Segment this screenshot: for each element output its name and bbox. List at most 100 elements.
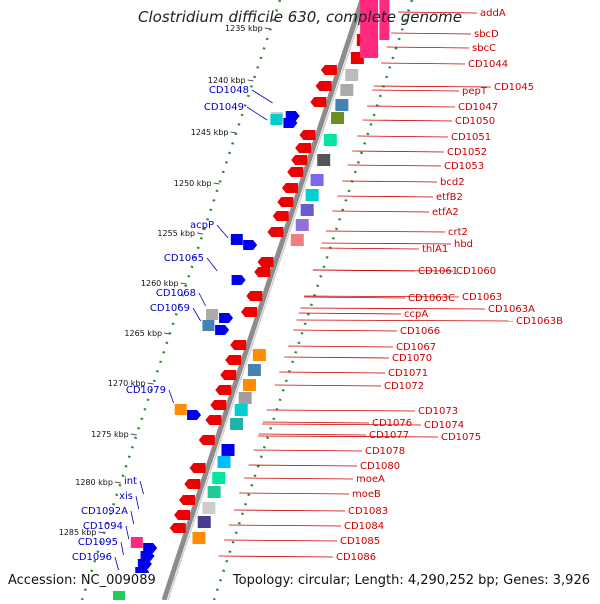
leader-line-reverse bbox=[293, 329, 398, 332]
gene-block-reverse bbox=[323, 134, 337, 146]
gene-block-forward bbox=[206, 309, 219, 320]
leader-line-reverse bbox=[274, 384, 382, 387]
gene-label-cd1044: CD1044 bbox=[468, 59, 508, 70]
kbp-tick-label: 1235 kbp bbox=[225, 24, 263, 33]
leader-line-forward bbox=[246, 106, 268, 121]
gene-label-cd1076: CD1076 bbox=[372, 418, 412, 429]
gene-arrow-reverse bbox=[315, 81, 332, 91]
leader-line-reverse bbox=[296, 319, 514, 322]
gene-label-cd1072: CD1072 bbox=[384, 381, 424, 392]
leader-line-forward bbox=[120, 541, 124, 556]
gene-label-cd1075: CD1075 bbox=[441, 432, 481, 443]
gene-block-reverse bbox=[202, 502, 216, 514]
gene-block-reverse bbox=[310, 174, 324, 186]
leader-line-reverse bbox=[342, 180, 438, 183]
gene-arrow-forward bbox=[137, 559, 152, 569]
kbp-tick-mark bbox=[264, 27, 271, 30]
gene-arrow-reverse bbox=[205, 415, 222, 425]
gene-block-reverse bbox=[221, 444, 235, 456]
leader-line-forward bbox=[130, 510, 135, 525]
leader-line-reverse bbox=[357, 135, 449, 138]
kbp-tick-mark bbox=[230, 131, 237, 134]
gene-label-cd1063a: CD1063A bbox=[488, 304, 535, 315]
gene-arrow-reverse bbox=[267, 227, 284, 237]
gene-label-cd1067: CD1067 bbox=[396, 342, 436, 353]
gene-block-reverse bbox=[230, 418, 244, 430]
leader-line-reverse bbox=[258, 433, 367, 436]
kbp-tick-label: 1280 kbp bbox=[75, 478, 113, 487]
gene-arrow-reverse bbox=[184, 479, 201, 489]
gene-block-reverse bbox=[197, 516, 211, 528]
leader-line-reverse bbox=[262, 423, 422, 426]
gene-label-ccpa: ccpA bbox=[404, 309, 428, 320]
gene-label-cd1073: CD1073 bbox=[418, 406, 458, 417]
gene-arrow-reverse bbox=[272, 211, 289, 221]
kbp-tick-label: 1285 kbp bbox=[59, 528, 97, 537]
gene-block-reverse bbox=[317, 154, 331, 166]
kbp-tick-mark bbox=[114, 481, 122, 484]
gene-label-cd1085: CD1085 bbox=[340, 536, 380, 547]
gene-block-reverse bbox=[340, 84, 354, 96]
leader-line-forward bbox=[192, 307, 202, 322]
gene-block-forward bbox=[130, 537, 143, 548]
gene-block-reverse bbox=[305, 189, 319, 201]
kbp-tick-mark bbox=[213, 182, 220, 185]
gene-arrow-reverse bbox=[287, 167, 304, 177]
gene-block-reverse-large bbox=[360, 0, 379, 58]
gene-arrow-reverse bbox=[210, 400, 227, 410]
gene-arrow-forward bbox=[231, 275, 246, 285]
gene-label-cd1096: CD1096 bbox=[72, 552, 112, 563]
gene-label-cd1065: CD1065 bbox=[164, 253, 204, 264]
kbp-tick-label: 1250 kbp bbox=[174, 179, 212, 188]
leader-line-reverse bbox=[253, 449, 363, 452]
gene-label-cd1063b: CD1063B bbox=[516, 316, 563, 327]
leader-line-reverse bbox=[228, 524, 342, 527]
leader-line-reverse bbox=[303, 296, 406, 299]
gene-label-adda: addA bbox=[480, 8, 506, 19]
gene-arrow-reverse bbox=[189, 463, 206, 473]
gene-block-reverse bbox=[331, 112, 345, 124]
gene-block-reverse bbox=[290, 234, 304, 246]
gene-block-forward bbox=[112, 591, 125, 602]
gene-arrow-forward bbox=[140, 551, 155, 561]
gene-arrow-reverse bbox=[320, 65, 337, 75]
gene-block-forward bbox=[230, 234, 243, 245]
leader-line-reverse bbox=[287, 345, 394, 348]
topology-text: Topology: circular; Length: 4,290,252 bp… bbox=[230, 573, 590, 588]
leader-line-reverse bbox=[300, 307, 486, 310]
gene-label-cd1050: CD1050 bbox=[455, 116, 495, 127]
leader-line-reverse bbox=[398, 11, 478, 14]
accession-text: Accession: NC_009089 bbox=[8, 573, 158, 588]
gene-arrow-reverse bbox=[254, 267, 271, 277]
gene-label-cd1086: CD1086 bbox=[336, 552, 376, 563]
leader-line-reverse bbox=[373, 85, 492, 88]
leader-line-reverse bbox=[233, 509, 346, 512]
gene-block-reverse bbox=[217, 456, 231, 468]
gene-label-cd1052: CD1052 bbox=[447, 147, 487, 158]
gene-label-cd1063c: CD1063C bbox=[408, 293, 455, 304]
leader-line-reverse bbox=[332, 210, 430, 213]
gene-label-cd1078: CD1078 bbox=[365, 446, 405, 457]
gene-label-cd1060: CD1060 bbox=[456, 266, 496, 277]
leader-line-reverse bbox=[352, 150, 445, 153]
gene-label-hbd: hbd bbox=[454, 239, 473, 250]
gene-label-cd1053: CD1053 bbox=[444, 161, 484, 172]
gene-block-forward bbox=[202, 320, 215, 331]
kbp-tick-label: 1275 kbp bbox=[91, 430, 129, 439]
leader-line-reverse bbox=[298, 312, 402, 315]
gene-label-cd1095: CD1095 bbox=[78, 537, 118, 548]
gene-arrow-reverse bbox=[169, 523, 186, 533]
leader-line-reverse bbox=[367, 105, 456, 108]
leader-line-reverse bbox=[337, 195, 434, 198]
gene-arrow-reverse bbox=[179, 495, 195, 505]
leader-line-forward bbox=[114, 556, 119, 571]
gene-label-cd1051: CD1051 bbox=[451, 132, 491, 143]
leader-line-forward bbox=[125, 525, 130, 540]
gene-label-moea: moeA bbox=[356, 474, 385, 485]
kbp-tick-label: 1270 kbp bbox=[108, 379, 146, 388]
gene-block-reverse bbox=[192, 532, 206, 544]
gene-label-sbcc: sbcC bbox=[472, 43, 496, 54]
leader-line-forward bbox=[216, 224, 229, 239]
gene-block-reverse bbox=[335, 99, 349, 111]
